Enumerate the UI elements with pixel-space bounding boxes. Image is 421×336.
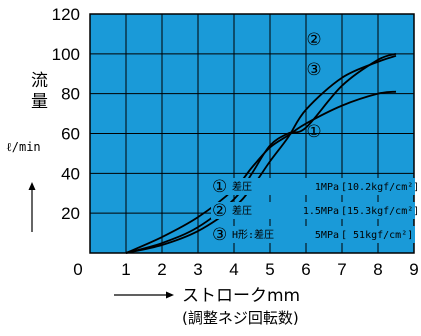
y-tick-label: 60 [61,125,80,144]
x-tick-label: 7 [337,260,346,279]
y-tick-label: 20 [61,204,80,223]
right-arrow-icon [114,291,174,299]
x-tick-label: 2 [157,260,166,279]
y-tick-label: 40 [61,164,80,183]
legend: ① 差圧 1MPa [10.2kgf/cm²] ② 差圧 1.5MPa [15.3kgf/cm… [211,177,419,245]
legend-mark: ③ [212,225,227,245]
legend-entry: ② 差圧 1.5MPa [15.3kgf/cm²] [211,201,419,221]
x-tick-label: 1 [121,260,130,279]
legend-mark: ② [212,201,227,221]
y-tick-label: 80 [61,85,80,104]
legend-label: 差圧 [232,204,252,217]
legend-entry-bg [211,226,415,243]
legend-entry-bg [211,178,415,195]
legend-label: H形:差圧 [232,228,274,241]
legend-mark: ① [212,177,227,197]
up-arrow-icon [28,182,36,232]
x-tick-label: 5 [265,260,274,279]
legend-entry: ③ H形:差圧 5MPa[ 51kgf/cm²] [211,225,415,245]
x-tick-label: 9 [409,260,418,279]
legend-label: 差圧 [232,180,252,193]
legend-unit: [ 51kgf/cm²] [341,230,413,241]
x-tick-label: 0 [73,260,82,279]
curve-end-label: ③ [306,60,321,80]
y-axis-unit: ℓ/min [6,140,41,154]
x-axis-sublabel: (調整ネジ回転数) [182,309,299,327]
x-tick-label: 6 [301,260,310,279]
end-labels: ② ③ ① [306,30,321,142]
series-line-3 [125,54,397,254]
series-line-1 [125,90,397,254]
legend-value: 1.5MPa [303,206,339,217]
x-tick-label: 8 [373,260,382,279]
y-axis-label-line1: 流 [31,71,48,91]
legend-entry: ① 差圧 1MPa [10.2kgf/cm²] [211,177,419,197]
y-tick-label: 120 [52,5,80,24]
y-tick-label: 100 [52,45,80,64]
curve-end-label: ② [306,30,321,50]
x-tick-label: 4 [229,260,238,279]
y-axis-label-line2: 量 [31,92,48,112]
x-tick-labels: 0 1 2 3 4 5 6 7 8 9 [73,260,418,279]
curves [125,52,397,254]
y-tick-labels: 20 40 60 80 100 120 [52,5,80,223]
legend-entry-bg [211,202,415,219]
curve-end-label: ① [306,122,321,142]
legend-value: 1MPa [315,182,339,193]
x-tick-label: 3 [193,260,202,279]
legend-unit: [10.2kgf/cm²] [341,182,419,193]
legend-unit: [15.3kgf/cm²] [341,206,419,217]
legend-value: 5MPa [315,230,339,241]
x-axis-label: ストロークmm [182,286,300,306]
series-line-2 [125,52,397,254]
